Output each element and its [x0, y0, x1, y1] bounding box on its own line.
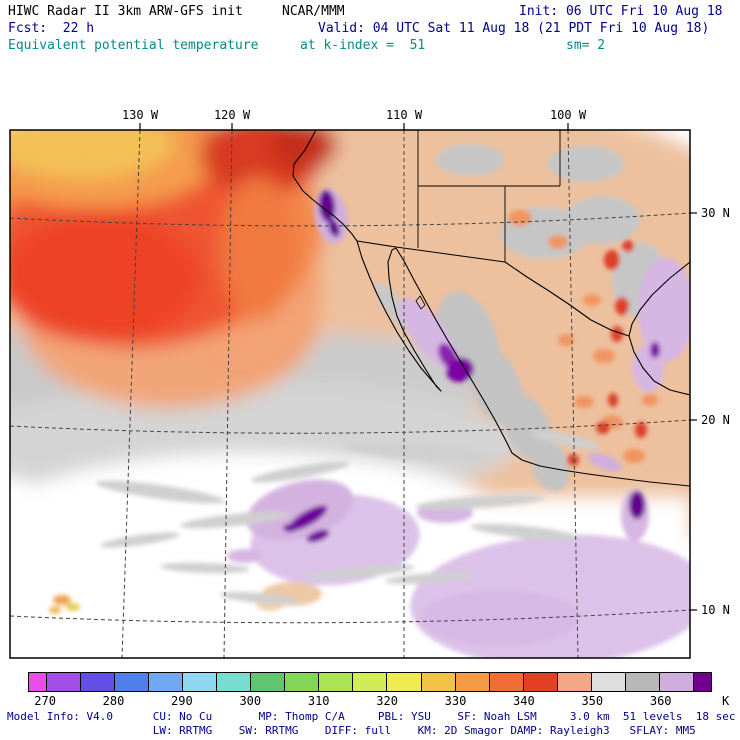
us-mexico-border	[356, 240, 506, 263]
colorbar-cell	[454, 673, 489, 691]
lon-label-130w: 130 W	[122, 108, 159, 122]
axis-labels: 130 W 120 W 110 W 100 W 30 N 20 N 10 N	[122, 108, 730, 617]
graticule	[10, 130, 690, 658]
colorbar-cell	[45, 673, 80, 691]
colorbar-tick-labels: 270 280 290 300 310 320 330 340 350 360	[28, 694, 712, 708]
colorbar-cell	[556, 673, 592, 691]
state-borders	[417, 130, 561, 262]
lat-label-20n: 20 N	[701, 413, 730, 427]
colorbar-cell	[181, 673, 217, 691]
colorbar-cell	[79, 673, 114, 691]
level-label: at k-index = 51	[300, 38, 426, 53]
colorbar-cell	[284, 673, 319, 691]
colorbar-cell	[591, 673, 626, 691]
axis-ticks	[139, 123, 697, 611]
forecast-hour-label: Fcst: 22 h	[8, 21, 95, 36]
valid-time-label: Valid: 04 UTC Sat 11 Aug 18 (21 PDT Fri …	[318, 21, 710, 36]
island-outline	[415, 295, 426, 310]
lon-label-100w: 100 W	[550, 108, 587, 122]
colorbar-tick-label: 350	[581, 694, 604, 708]
colorbar-cell	[659, 673, 694, 691]
mainland-coast-path	[395, 247, 690, 487]
colorbar-tick-label: 330	[444, 694, 467, 708]
org-label: NCAR/MMM	[282, 4, 345, 19]
rio-grande-border	[504, 261, 630, 337]
variable-label: Equivalent potential temperature	[8, 38, 259, 53]
colorbar-tick-label: 320	[376, 694, 398, 708]
colorbar-cell	[488, 673, 523, 691]
colorbar-tick-label: 270	[34, 694, 56, 708]
lat-label-30n: 30 N	[701, 206, 730, 220]
colorbar-tick-label: 310	[307, 694, 330, 708]
pacific-coast-baja-path	[292, 130, 442, 392]
colorbar-cell	[318, 673, 353, 691]
colorbar-unit-label: K	[722, 694, 730, 708]
colorbar-cell	[386, 673, 421, 691]
lon-label-110w: 110 W	[386, 108, 423, 122]
colorbar-cell	[147, 673, 182, 691]
colorbar-cell	[216, 673, 251, 691]
colorbar-cell	[693, 673, 711, 691]
lat-label-10n: 10 N	[701, 603, 730, 617]
lon-label-120w: 120 W	[214, 108, 251, 122]
model-config-line2: LW: RRTMG SW: RRTMG DIFF: full KM: 2D Sm…	[7, 724, 696, 737]
coastline	[292, 130, 690, 487]
field-detail-blobs	[49, 144, 690, 658]
colorbar-cell	[250, 673, 285, 691]
model-title: HIWC Radar II 3km ARW-GFS init	[8, 4, 243, 19]
colorbar-cell	[113, 673, 148, 691]
map-plot: 130 W 120 W 110 W 100 W 30 N 20 N 10 N	[9, 108, 730, 659]
map-border	[9, 129, 691, 659]
colorbar-tick-label: 290	[171, 694, 193, 708]
colorbar-cell	[625, 673, 660, 691]
colorbar-cell	[522, 673, 557, 691]
init-time-label: Init: 06 UTC Fri 10 Aug 18	[519, 4, 723, 19]
colorbar-tick-label: 300	[239, 694, 262, 708]
colorbar-tick-label: 340	[513, 694, 535, 708]
smoothing-label: sm= 2	[566, 38, 606, 53]
colorbar-cell	[29, 673, 46, 691]
colorbar-tick-label: 280	[102, 694, 125, 708]
colorbar-cell	[352, 673, 387, 691]
theta-e-field	[10, 130, 690, 658]
colorbar-cell	[420, 673, 455, 691]
model-config-line1: Model Info: V4.0 CU: No Cu MP: Thomp C/A…	[7, 710, 736, 723]
colorbar	[28, 672, 712, 692]
colorbar-tick-label: 360	[649, 694, 672, 708]
